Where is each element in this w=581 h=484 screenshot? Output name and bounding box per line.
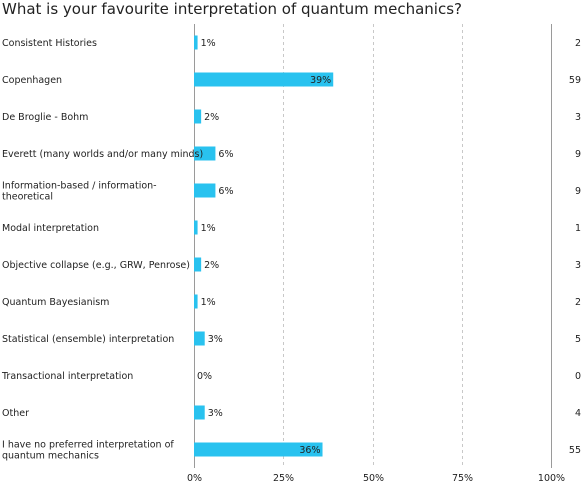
value-label: 6% — [218, 186, 233, 197]
count-label: 1 — [575, 223, 581, 234]
category-label: Copenhagen — [2, 75, 62, 86]
bar — [194, 72, 334, 87]
x-tick-label: 0% — [187, 473, 202, 484]
count-label: 55 — [569, 445, 581, 456]
bar — [194, 109, 202, 124]
count-label: 3 — [575, 112, 581, 123]
count-label: 2 — [575, 297, 581, 308]
bar — [194, 257, 202, 272]
value-label: 2% — [204, 112, 219, 123]
count-label: 9 — [575, 186, 581, 197]
category-label: Statistical (ensemble) interpretation — [2, 334, 174, 345]
x-tick-label: 25% — [273, 473, 294, 484]
bar — [194, 183, 216, 198]
value-label: 39% — [310, 75, 331, 86]
category-label: Information-based / information-theoreti… — [2, 181, 157, 203]
category-label: Objective collapse (e.g., GRW, Penrose) — [2, 260, 190, 271]
x-tick-label: 100% — [538, 473, 565, 484]
category-label: Quantum Bayesianism — [2, 297, 109, 308]
value-label: 1% — [201, 38, 216, 49]
value-label: 3% — [208, 334, 223, 345]
count-label: 5 — [575, 334, 581, 345]
category-label: Transactional interpretation — [1, 371, 133, 382]
category-labels: Consistent Histories Copenhagen De Broglie… — [1, 38, 203, 462]
chart-title: What is your favourite interpretation of… — [2, 0, 462, 18]
bar — [194, 405, 205, 420]
value-label: 6% — [218, 149, 233, 160]
count-label: 3 — [575, 260, 581, 271]
x-tick-label: 75% — [452, 473, 473, 484]
bar — [194, 35, 198, 50]
bar — [194, 220, 198, 235]
value-label: 1% — [201, 297, 216, 308]
bar — [194, 442, 323, 457]
category-label: De Broglie - Bohm — [2, 112, 88, 123]
count-labels: 2 59 3 9 9 1 3 2 5 0 4 55 — [569, 38, 581, 456]
bars — [194, 35, 334, 457]
category-label: Modal interpretation — [2, 223, 99, 234]
value-label: 3% — [208, 408, 223, 419]
grid-lines — [194, 24, 552, 468]
bar — [194, 331, 205, 346]
category-label: Everett (many worlds and/or many minds) — [2, 149, 203, 160]
count-label: 9 — [575, 149, 581, 160]
x-tick-label: 50% — [363, 473, 384, 484]
category-label: Other — [2, 408, 29, 419]
value-labels: 1% 39% 2% 6% 6% 1% 2% 1% 3% 0% 3% 36% — [197, 38, 331, 456]
count-label: 0 — [575, 371, 581, 382]
category-label: Consistent Histories — [2, 38, 97, 49]
bar — [194, 146, 216, 161]
count-label: 2 — [575, 38, 581, 49]
value-label: 36% — [299, 445, 320, 456]
value-label: 0% — [197, 371, 212, 382]
value-label: 2% — [204, 260, 219, 271]
count-label: 4 — [575, 408, 581, 419]
value-label: 1% — [201, 223, 216, 234]
count-label: 59 — [569, 75, 581, 86]
bar — [194, 294, 198, 309]
category-label: I have no preferred interpretation of qua… — [2, 440, 174, 462]
x-tick-labels: 0% 25% 50% 75% 100% — [187, 473, 565, 484]
